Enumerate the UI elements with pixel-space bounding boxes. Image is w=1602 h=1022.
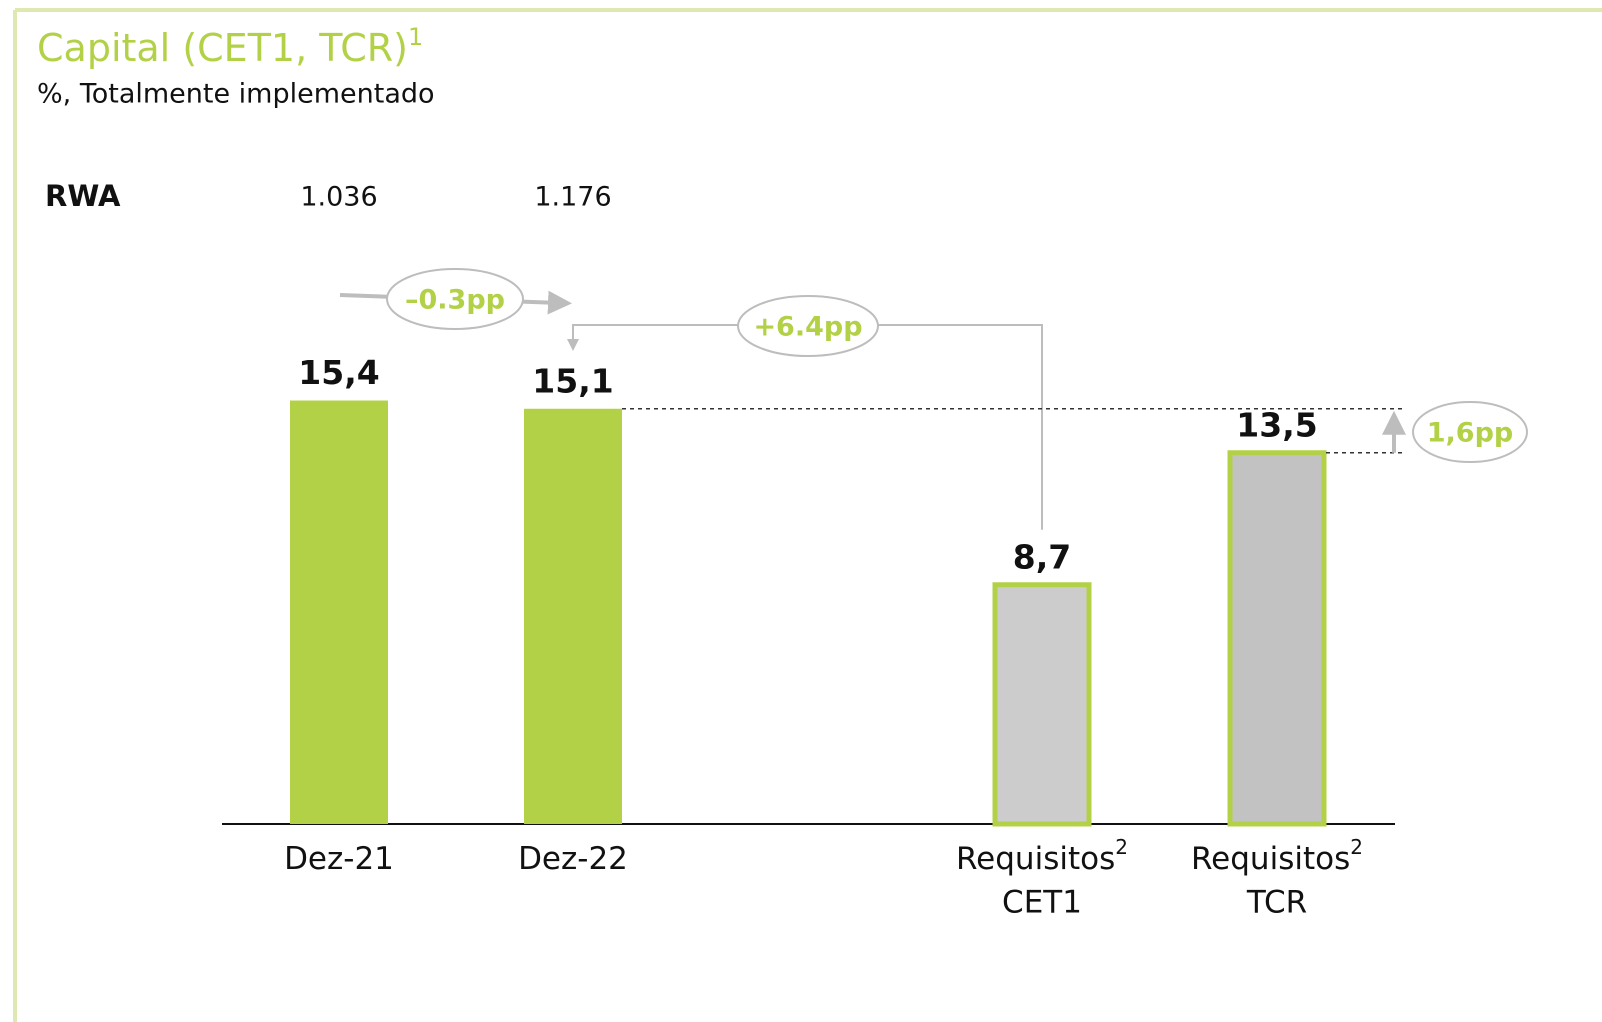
rwa-value: 1.036 [300,182,377,213]
value-label: 13,5 [1236,405,1317,444]
title-footnote: 1 [408,23,423,51]
annotation: 1,6pp [1427,418,1513,449]
category-label: Requisitos [956,841,1115,877]
annotation-bubble [386,268,524,330]
x-tick-label: Dez-21 [284,841,394,877]
annotation-bubble [737,295,879,357]
rwa-label: RWA [45,179,121,213]
value-label: 15,1 [532,361,613,400]
x-tick-label: Dez-22 [518,841,628,877]
title-text: Capital (CET1, TCR) [37,26,408,70]
x-tick-label: Requisitos2 [956,835,1128,877]
annotation: –0.3pp [405,285,505,316]
x-tick-sublabel: TCR [1246,885,1307,921]
bar [992,582,1092,827]
x-tick-sublabel: CET1 [1002,885,1082,921]
bar [524,408,622,824]
x-tick-label: Requisitos2 [1191,835,1363,877]
category-label: Dez-21 [284,841,394,877]
value-label: 8,7 [1013,537,1071,576]
subtitle: %, Totalmente implementado [37,79,435,110]
annotation-bubble [1412,401,1528,463]
rwa-value: 1.176 [534,182,611,213]
chart-title: Capital (CET1, TCR)1 [37,23,423,70]
category-footnote: 2 [1350,835,1363,859]
value-label: 15,4 [298,353,379,392]
bar [1227,450,1327,827]
category-label: Requisitos [1191,841,1350,877]
category-footnote: 2 [1115,835,1128,859]
bar [290,400,388,824]
category-label: Dez-22 [518,841,628,877]
annotation: +6.4pp [753,312,862,343]
